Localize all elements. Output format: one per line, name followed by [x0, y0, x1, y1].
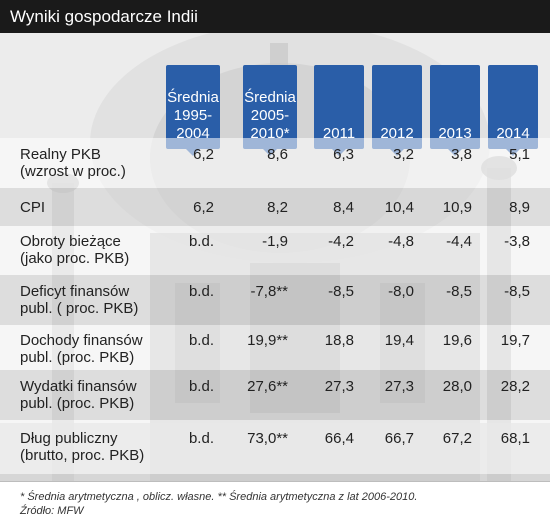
- table-cell: -4,2: [328, 233, 354, 250]
- table-cell: 68,1: [500, 430, 530, 447]
- table-cell: 66,4: [324, 430, 354, 447]
- row-label: Deficyt finansów publ. ( proc. PKB): [20, 283, 139, 317]
- table-cell: 8,2: [267, 199, 288, 216]
- row-label: Dochody finansów publ. (proc. PKB): [20, 332, 143, 366]
- footnote: * Średnia arytmetyczna , oblicz. własne.…: [20, 490, 417, 518]
- table-cell: 10,4: [384, 199, 414, 216]
- row-label: Dług publiczny (brutto, proc. PKB): [20, 430, 145, 464]
- table-cell: -3,8: [504, 233, 530, 250]
- page-title: Wyniki gospodarcze Indii: [0, 0, 550, 33]
- table-row-real-gdp: Realny PKB (wzrost w proc.) 6,2 8,6 6,3 3…: [0, 138, 550, 188]
- table-row-public-debt: Dług publiczny (brutto, proc. PKB) b.d. 7…: [0, 420, 550, 474]
- table-cell: 3,8: [451, 146, 472, 163]
- table-cell: 66,7: [384, 430, 414, 447]
- column-header-2012: 2012: [372, 65, 422, 156]
- table-cell: 73,0**: [247, 430, 288, 447]
- table-cell: b.d.: [188, 378, 214, 395]
- table-cell: 10,9: [442, 199, 472, 216]
- table-cell: -1,9: [262, 233, 288, 250]
- table-cell: 6,2: [193, 146, 214, 163]
- table-cell: 8,9: [509, 199, 530, 216]
- source-text: Źródło: MFW: [20, 505, 84, 517]
- table-cell: -8,5: [504, 283, 530, 300]
- table-cell: 19,7: [500, 332, 530, 349]
- table-cell: 19,9**: [247, 332, 288, 349]
- table-cell: 3,2: [393, 146, 414, 163]
- table-cell: 8,4: [333, 199, 354, 216]
- column-header-2013: 2013: [430, 65, 480, 156]
- table-cell: b.d.: [188, 283, 214, 300]
- table-cell: 67,2: [442, 430, 472, 447]
- table-cell: 18,8: [324, 332, 354, 349]
- table-row-current-account: Obroty bieżące (jako proc. PKB) b.d. -1,9…: [0, 226, 550, 275]
- footnote-text: * Średnia arytmetyczna , oblicz. własne.…: [20, 491, 418, 503]
- table-cell: -8,0: [388, 283, 414, 300]
- table-cell: 6,3: [333, 146, 354, 163]
- table-row-cpi: CPI 6,2 8,2 8,4 10,4 10,9 8,9: [0, 188, 550, 226]
- column-header-avg-1995-2004: Średnia 1995- 2004: [166, 65, 220, 156]
- table-cell: 28,0: [442, 378, 472, 395]
- table-cell: -4,8: [388, 233, 414, 250]
- table-cell: 28,2: [500, 378, 530, 395]
- table-row-fiscal-deficit: Deficyt finansów publ. ( proc. PKB) b.d. …: [0, 275, 550, 325]
- table-cell: 19,4: [384, 332, 414, 349]
- row-label: Obroty bieżące (jako proc. PKB): [20, 233, 130, 267]
- divider: [0, 481, 550, 482]
- table-row-fiscal-spending: Wydatki finansów publ. (proc. PKB) b.d. 2…: [0, 370, 550, 420]
- table-cell: -4,4: [446, 233, 472, 250]
- table-panel: Średnia 1995- 2004 Średnia 2005- 2010* 2011 …: [0, 33, 550, 481]
- table-cell: b.d.: [188, 430, 214, 447]
- table-cell: 27,3: [324, 378, 354, 395]
- table-cell: b.d.: [188, 233, 214, 250]
- table-cell: -8,5: [446, 283, 472, 300]
- table-cell: b.d.: [188, 332, 214, 349]
- table-row-fiscal-revenue: Dochody finansów publ. (proc. PKB) b.d. 1…: [0, 325, 550, 370]
- column-header-2014: 2014: [488, 65, 538, 156]
- row-label: Wydatki finansów publ. (proc. PKB): [20, 378, 137, 412]
- table-cell: -7,8**: [250, 283, 288, 300]
- table-cell: 19,6: [442, 332, 472, 349]
- table-cell: 6,2: [193, 199, 214, 216]
- table-cell: 8,6: [267, 146, 288, 163]
- table-cell: 27,3: [384, 378, 414, 395]
- row-label: Realny PKB (wzrost w proc.): [20, 146, 126, 180]
- column-header-avg-2005-2010: Średnia 2005- 2010*: [243, 65, 297, 156]
- table-cell: -8,5: [328, 283, 354, 300]
- row-label: CPI: [20, 199, 46, 216]
- table-cell: 27,6**: [247, 378, 288, 395]
- column-header-2011: 2011: [314, 65, 364, 156]
- table-cell: 5,1: [509, 146, 530, 163]
